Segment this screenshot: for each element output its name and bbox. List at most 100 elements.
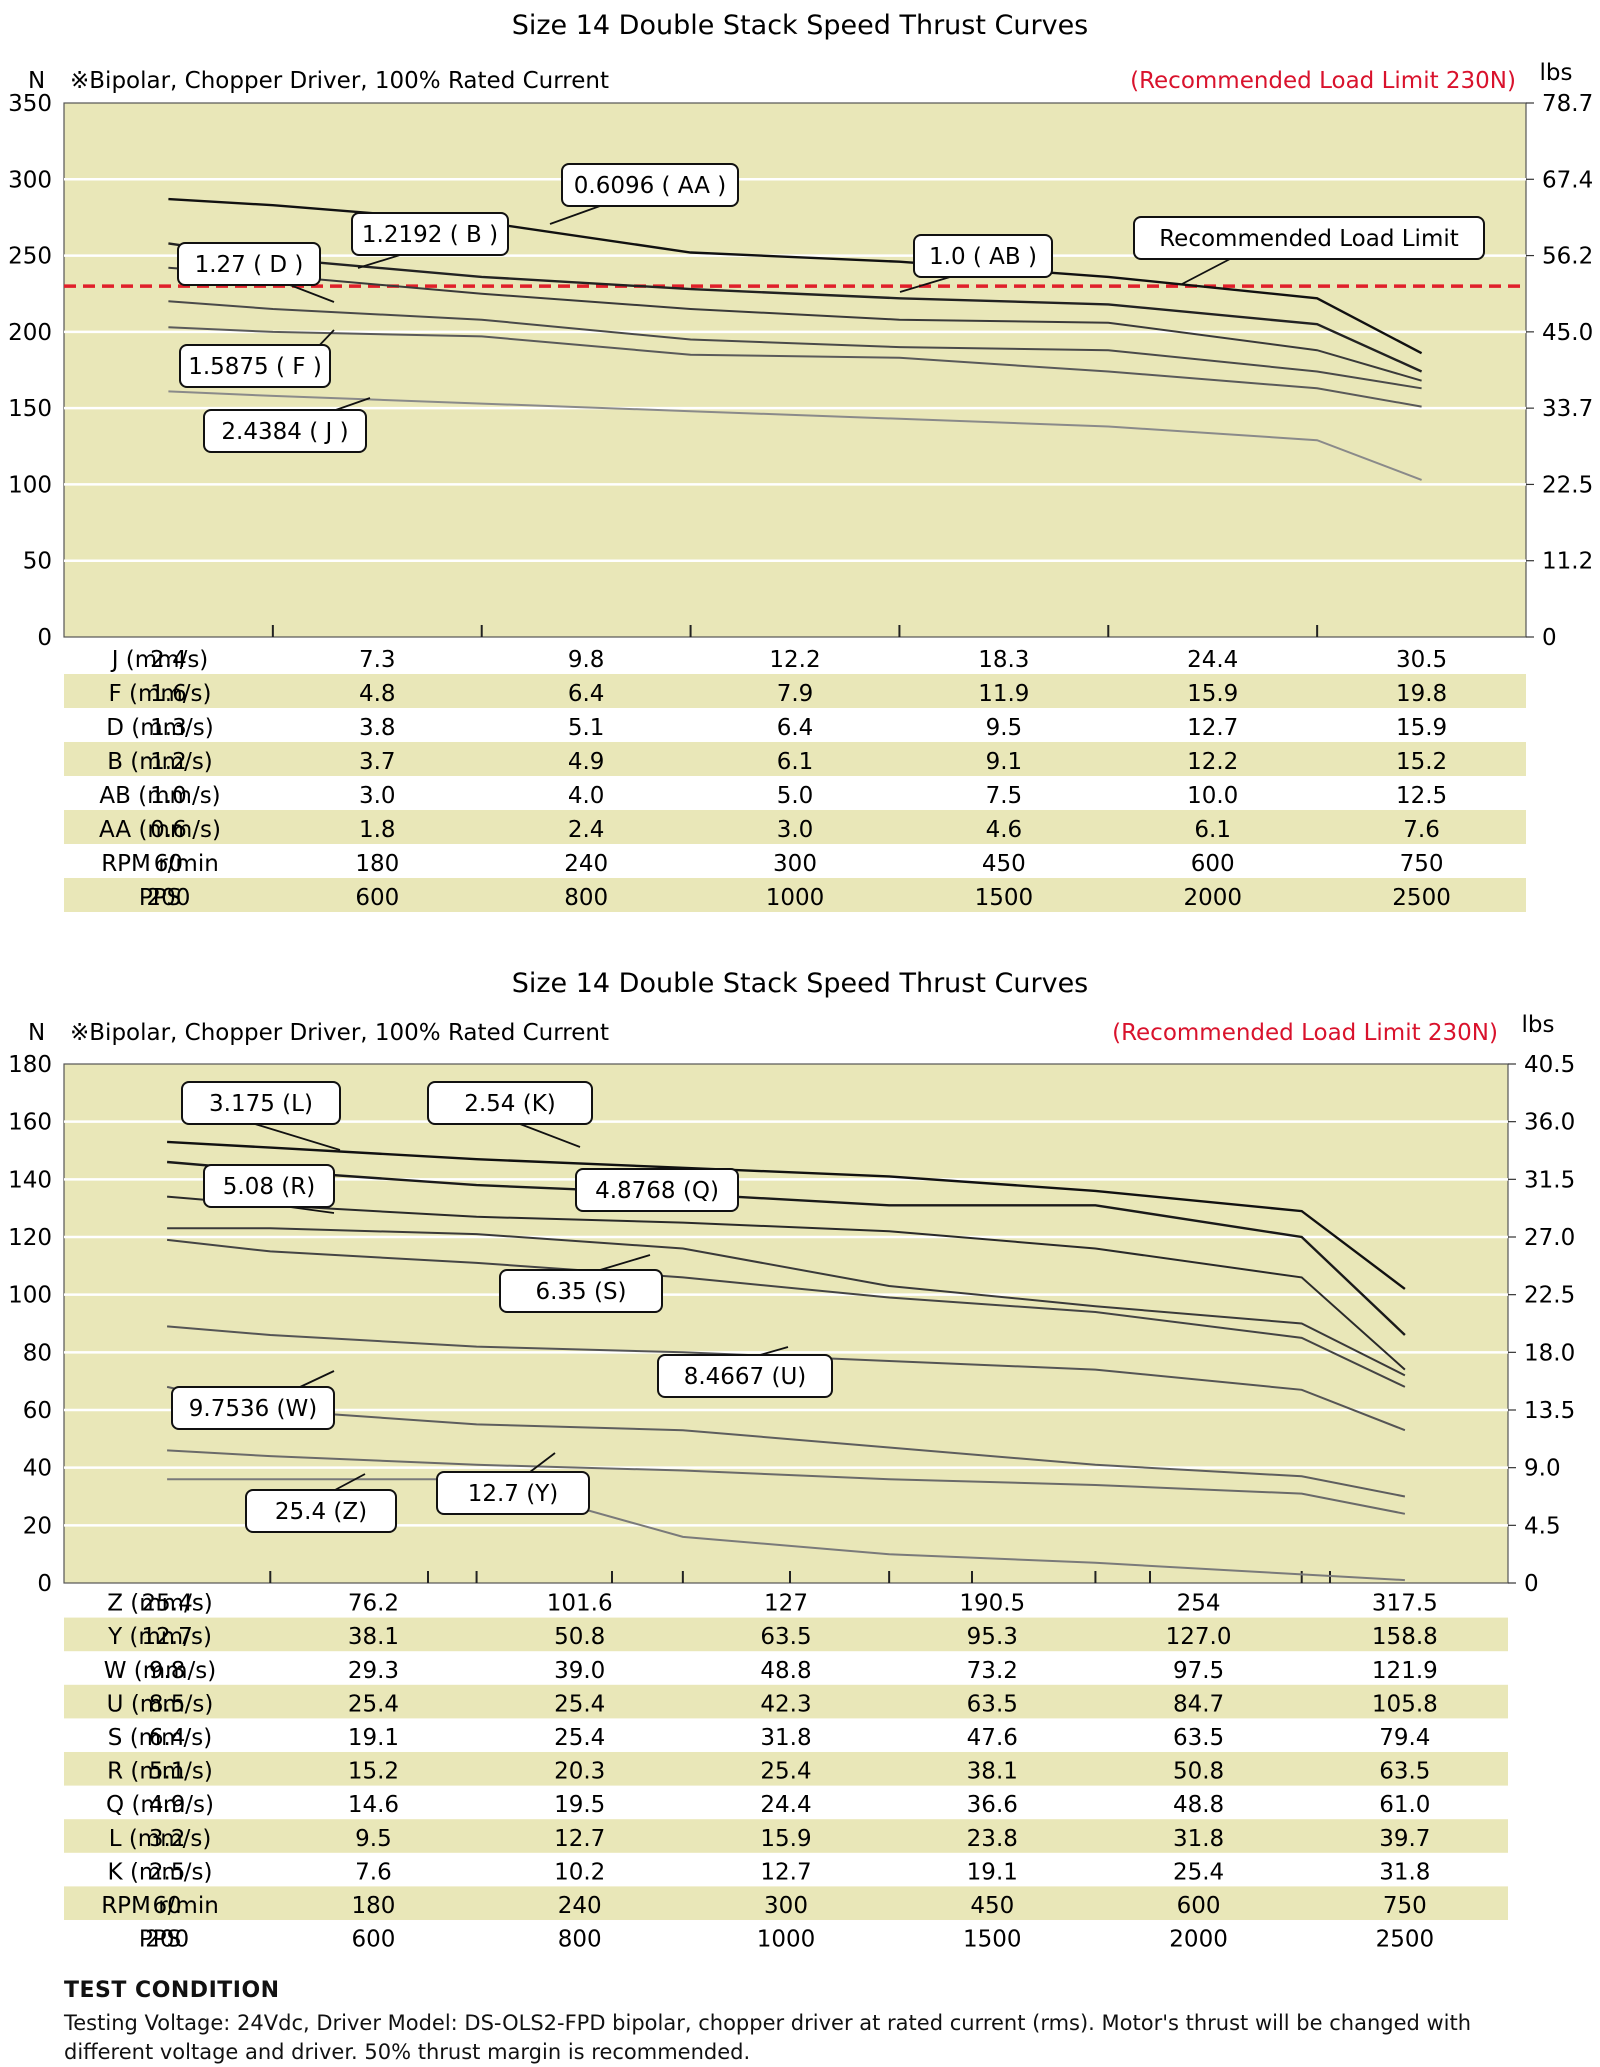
table-cell: 10.0 (1187, 783, 1238, 809)
series-line-0-6096-aa (168, 197, 1423, 355)
table-cell: 3.0 (359, 783, 396, 809)
table-cell: 12.7 (1187, 715, 1238, 741)
table-cell: 180 (351, 1893, 395, 1919)
series-label-2-4384-j: 2.4384 ( J ) (221, 419, 348, 445)
table-cell: 25.4 (1173, 1859, 1224, 1885)
table-cell: 63.5 (967, 1691, 1018, 1717)
table-cell: 25.4 (554, 1691, 605, 1717)
y-tick-label: 300 (8, 167, 52, 193)
table-cell: 6.4 (149, 1725, 186, 1751)
chart-subtitle: ※Bipolar, Chopper Driver, 100% Rated Cur… (70, 68, 609, 94)
table-row-label: J (mm/s) (110, 647, 209, 673)
table-cell: 4.8 (359, 681, 396, 707)
table-row-label: R (mm/s) (107, 1759, 213, 1785)
series-label-12-7-y: 12.7 (Y) (468, 1481, 559, 1507)
table-row-band (64, 674, 1526, 708)
table-cell: 63.5 (760, 1624, 811, 1650)
table-row-label: Z (mm/s) (107, 1591, 213, 1617)
table-cell: 4.9 (149, 1792, 186, 1818)
right-tick-label: 0 (1524, 1571, 1539, 1597)
table-cell: 39.0 (554, 1658, 605, 1684)
table-cell: 5.1 (149, 1759, 186, 1785)
series-label-1-5875-f: 1.5875 ( F ) (188, 354, 322, 380)
table-cell: 3.2 (149, 1826, 186, 1852)
callout-box (499, 1269, 663, 1313)
table-cell: 9.5 (986, 715, 1023, 741)
table-cell: 25.4 (348, 1691, 399, 1717)
table-cell: 254 (1177, 1591, 1221, 1617)
table-cell: 19.8 (1396, 681, 1447, 707)
table-cell: 12.5 (1396, 783, 1447, 809)
chart-2-svg: Size 14 Double Stack Speed Thrust Curves… (8, 968, 1575, 1953)
right-tick-label: 0 (1542, 625, 1557, 651)
table-cell: 2500 (1392, 885, 1451, 911)
series-line-12-7-y (167, 1449, 1406, 1515)
table-cell: 15.9 (760, 1826, 811, 1852)
y-tick-label: 180 (8, 1052, 52, 1078)
table-row-band (64, 1617, 1508, 1652)
series-label-3-175-l: 3.175 (L) (209, 1091, 313, 1117)
right-tick-label: 36.0 (1524, 1110, 1575, 1136)
table-cell: 1000 (766, 885, 825, 911)
series-label-4-8768-q: 4.8768 (Q) (595, 1178, 719, 1204)
callout-box (561, 163, 739, 207)
table-cell: 36.6 (967, 1792, 1018, 1818)
table-row-label: S (mm/s) (108, 1725, 212, 1751)
table-cell: 84.7 (1173, 1691, 1224, 1717)
callout-leader (519, 1123, 581, 1148)
y-tick-label: 100 (8, 472, 52, 498)
right-tick-label: 67.4 (1542, 167, 1593, 193)
callout-box (179, 344, 331, 388)
y-tick-label: 160 (8, 1110, 52, 1136)
table-cell: 750 (1400, 851, 1444, 877)
table-row-band (64, 742, 1526, 776)
y-tick-label: 0 (37, 1571, 52, 1597)
table-cell: 6.1 (777, 749, 814, 775)
table-cell: 24.4 (760, 1792, 811, 1818)
series-line-25-4-z (167, 1478, 1405, 1582)
table-cell: 8.5 (149, 1691, 186, 1717)
table-cell: 15.2 (348, 1759, 399, 1785)
table-cell: 25.4 (142, 1591, 193, 1617)
table-cell: 3.0 (777, 817, 814, 843)
right-tick-label: 13.5 (1524, 1398, 1575, 1424)
table-cell: 18.3 (978, 647, 1029, 673)
table-cell: 7.6 (355, 1859, 392, 1885)
series-label-recommended-load-limit: Recommended Load Limit (1159, 226, 1459, 252)
table-cell: 2.5 (149, 1859, 186, 1885)
table-cell: 48.8 (760, 1658, 811, 1684)
y-tick-label: 0 (37, 625, 52, 651)
table-cell: 63.5 (1173, 1725, 1224, 1751)
table-cell: 97.5 (1173, 1658, 1224, 1684)
table-cell: 127.0 (1166, 1624, 1232, 1650)
table-row-label: U (mm/s) (107, 1691, 214, 1717)
table-cell: 12.7 (554, 1826, 605, 1852)
callout-leader (549, 205, 601, 225)
callout-leader (334, 1473, 366, 1491)
y-tick-label: 250 (8, 244, 52, 270)
y-tick-label: 140 (8, 1167, 52, 1193)
table-cell: 19.5 (554, 1792, 605, 1818)
series-label-1-0-ab: 1.0 ( AB ) (929, 244, 1037, 270)
table-row-label: K (mm/s) (108, 1859, 213, 1885)
table-row-band (64, 1819, 1508, 1853)
table-cell: 15.9 (1396, 715, 1447, 741)
table-cell: 60 (154, 851, 183, 877)
recommended-load-note: (Recommended Load Limit 230N) (1112, 1020, 1498, 1046)
callout-box (575, 1168, 739, 1212)
y-tick-label: 20 (23, 1513, 52, 1539)
table-cell: 127 (764, 1591, 808, 1617)
y-tick-label: 150 (8, 396, 52, 422)
table-row-label: D (mm/s) (106, 715, 214, 741)
table-cell: 600 (355, 885, 399, 911)
table-cell: 7.9 (777, 681, 814, 707)
callout-box (427, 1081, 593, 1125)
table-cell: 190.5 (959, 1591, 1025, 1617)
table-row-label: PPS (139, 1927, 181, 1953)
table-cell: 7.3 (359, 647, 396, 673)
table-cell: 4.9 (568, 749, 605, 775)
table-row-label: PPS (139, 885, 181, 911)
series-label-2-54-k: 2.54 (K) (464, 1091, 556, 1117)
table-cell: 24.4 (1187, 647, 1238, 673)
table-cell: 48.8 (1173, 1792, 1224, 1818)
